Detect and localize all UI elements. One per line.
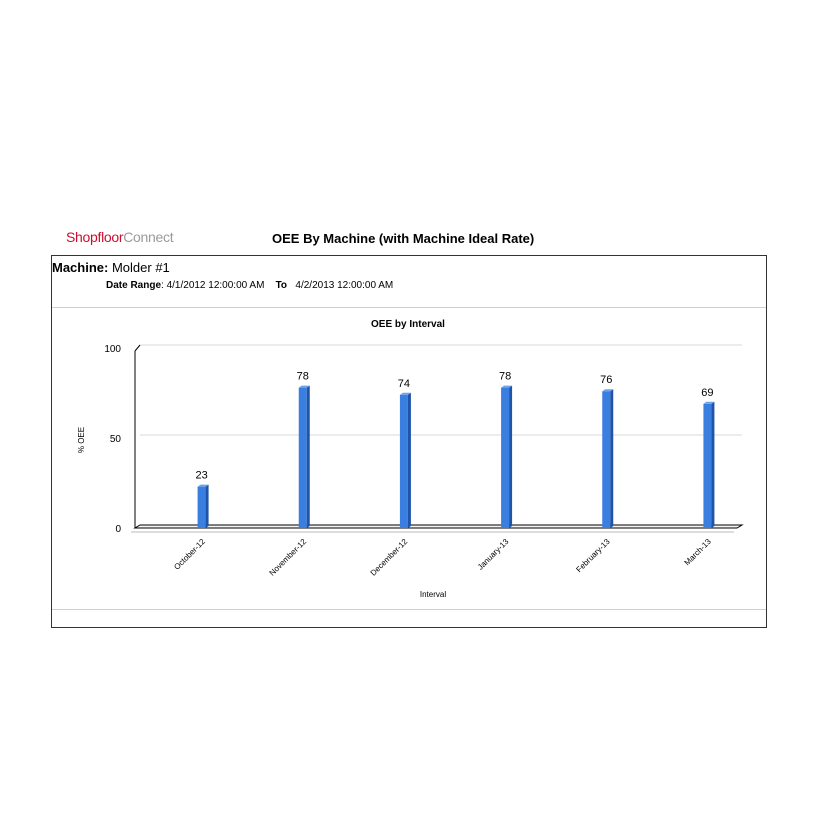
logo-text-connect: Connect <box>123 229 174 245</box>
bar <box>602 391 611 528</box>
date-range-line: Date Range: 4/1/2012 12:00:00 AM To 4/2/… <box>106 280 393 291</box>
date-range-start: : 4/1/2012 12:00:00 AM <box>161 280 265 291</box>
y-axis-title: % OEE <box>77 427 86 453</box>
x-tick-label: November-12 <box>268 537 309 578</box>
x-tick-label: March-13 <box>683 537 714 568</box>
logo-text-shopfloor: Shopfloor <box>66 229 124 245</box>
data-label: 76 <box>600 374 612 386</box>
bar <box>501 387 510 528</box>
header-separator <box>52 307 766 308</box>
bar <box>703 403 712 528</box>
date-range-label: Date Range <box>106 280 162 291</box>
bar-top <box>399 392 411 395</box>
machine-line: Machine: Molder #1 <box>52 260 170 275</box>
footer-separator <box>52 609 766 610</box>
bar-top <box>602 389 614 392</box>
x-tick-label: October-12 <box>172 537 207 572</box>
chart-floor <box>133 524 744 529</box>
data-label: 23 <box>195 470 207 482</box>
bar-side <box>306 385 310 528</box>
y-tick-label: 50 <box>110 434 122 445</box>
machine-value: Molder #1 <box>111 260 170 275</box>
x-tick-label: February-13 <box>574 537 612 575</box>
data-label: 78 <box>297 371 309 383</box>
bar-top <box>197 484 209 487</box>
bar <box>399 394 408 528</box>
y-tick-label: 0 <box>115 524 121 535</box>
to-label: To <box>275 280 288 291</box>
bar-top <box>703 401 715 404</box>
report-frame <box>51 255 767 628</box>
bar-side <box>407 392 411 528</box>
bar-side <box>509 385 513 528</box>
data-label: 74 <box>398 378 410 390</box>
report-title: OEE By Machine (with Machine Ideal Rate) <box>272 231 535 246</box>
data-label: 69 <box>701 387 713 399</box>
y-tick-label: 100 <box>104 344 121 355</box>
data-label: 78 <box>499 371 511 383</box>
x-tick-label: January-13 <box>476 537 511 572</box>
bar-top <box>501 385 513 388</box>
x-axis-title: Interval <box>420 590 446 599</box>
date-range-end: 4/2/2013 12:00:00 AM <box>295 280 394 291</box>
bar-side <box>711 401 715 528</box>
shopfloorconnect-logo: ShopfloorConnect <box>66 229 174 245</box>
machine-label: Machine: <box>52 260 109 275</box>
bar-top <box>298 385 310 388</box>
bar-side <box>205 484 209 528</box>
bar-side <box>610 389 614 528</box>
x-tick-label: December-12 <box>369 537 410 578</box>
bar <box>298 387 307 528</box>
bar <box>197 486 206 528</box>
chart-title: OEE by Interval <box>371 319 445 330</box>
y-axis-top-edge <box>134 344 141 352</box>
